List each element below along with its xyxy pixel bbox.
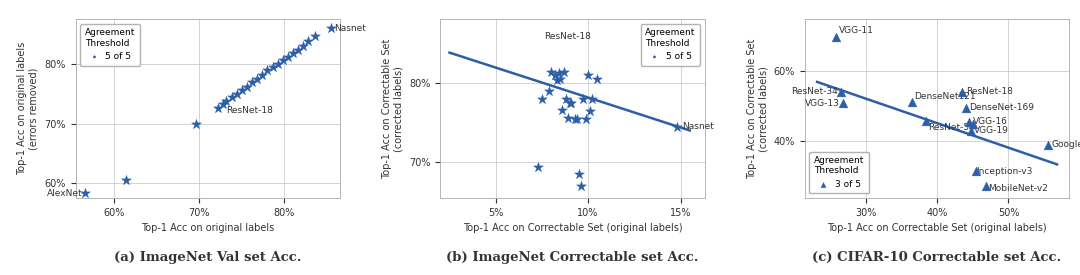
Point: [323, 26, 340, 31]
Text: Inception-v3: Inception-v3: [976, 167, 1032, 176]
Point: [962, 128, 980, 133]
Point: [557, 97, 575, 101]
Point: [284, 51, 301, 56]
Point: [529, 165, 546, 169]
Point: [233, 87, 251, 92]
Point: [581, 108, 598, 113]
Point: [77, 191, 94, 196]
Text: DenseNet121: DenseNet121: [914, 92, 976, 101]
Legend: 3 of 5: 3 of 5: [809, 152, 869, 194]
Text: DenseNet-169: DenseNet-169: [969, 103, 1035, 112]
Point: [542, 70, 559, 75]
Text: (a) ImageNet Val set Acc.: (a) ImageNet Val set Acc.: [114, 251, 301, 264]
Text: (c) CIFAR-10 Correctable set Acc.: (c) CIFAR-10 Correctable set Acc.: [812, 251, 1062, 264]
Point: [280, 54, 297, 59]
Point: [295, 44, 312, 48]
Point: [559, 116, 577, 120]
Point: [254, 73, 271, 77]
Point: [954, 90, 971, 94]
Point: [669, 124, 686, 129]
Point: [968, 169, 985, 174]
Y-axis label: Top-1 Acc on Correctable Set
(corrected labels): Top-1 Acc on Correctable Set (corrected …: [382, 39, 404, 179]
Point: [904, 100, 921, 104]
Point: [1039, 143, 1056, 147]
Point: [274, 57, 292, 62]
Point: [957, 106, 974, 110]
Point: [563, 100, 580, 105]
X-axis label: Top-1 Acc on original labels: Top-1 Acc on original labels: [141, 223, 274, 233]
Legend: 5 of 5: 5 of 5: [80, 24, 139, 66]
Point: [977, 183, 995, 188]
Point: [239, 84, 256, 89]
Text: ResNet-50: ResNet-50: [929, 123, 975, 132]
Text: Nasnet: Nasnet: [334, 24, 366, 33]
Y-axis label: Top-1 Acc on original labels
(errors removed): Top-1 Acc on original labels (errors rem…: [17, 42, 39, 175]
Point: [546, 73, 564, 77]
Point: [248, 77, 266, 81]
Point: [573, 97, 591, 101]
Point: [228, 92, 245, 96]
Point: [827, 35, 845, 39]
Point: [561, 100, 578, 105]
Legend: 5 of 5: 5 of 5: [640, 24, 700, 66]
Point: [541, 89, 558, 93]
Point: [918, 119, 935, 123]
Point: [567, 116, 584, 121]
X-axis label: Top-1 Acc on Correctable Set (original labels): Top-1 Acc on Correctable Set (original l…: [462, 223, 683, 233]
Text: VGG-19: VGG-19: [974, 126, 1009, 135]
Point: [218, 99, 235, 103]
Point: [210, 106, 227, 110]
Point: [264, 65, 281, 69]
Point: [568, 116, 585, 121]
Point: [550, 71, 567, 75]
Point: [554, 108, 571, 112]
Point: [118, 178, 135, 182]
Y-axis label: Top-1 Acc on Correctable Set
(corrected labels): Top-1 Acc on Correctable Set (corrected …: [746, 39, 768, 179]
Point: [187, 121, 204, 126]
Text: ResNet-18: ResNet-18: [226, 106, 272, 115]
Text: ResNet-18: ResNet-18: [543, 32, 591, 41]
Point: [259, 68, 276, 73]
Point: [583, 97, 600, 101]
Point: [534, 97, 551, 101]
Point: [832, 90, 849, 94]
Point: [578, 116, 595, 121]
Point: [834, 101, 851, 105]
Text: VGG-13: VGG-13: [805, 99, 840, 108]
Point: [215, 102, 232, 106]
Point: [299, 39, 316, 43]
Point: [548, 78, 565, 82]
Point: [580, 73, 597, 77]
Text: ResNet-34: ResNet-34: [791, 87, 838, 96]
Text: VGG-16: VGG-16: [973, 117, 1008, 126]
Point: [552, 77, 569, 81]
Text: VGG-11: VGG-11: [838, 26, 874, 35]
X-axis label: Top-1 Acc on Correctable Set (original labels): Top-1 Acc on Correctable Set (original l…: [827, 223, 1047, 233]
Point: [589, 77, 606, 81]
Point: [307, 34, 324, 38]
Point: [243, 80, 260, 85]
Text: GoogleNet: GoogleNet: [1051, 141, 1080, 149]
Text: Nasnet: Nasnet: [683, 122, 714, 131]
Point: [222, 95, 240, 100]
Point: [289, 48, 307, 52]
Point: [964, 122, 982, 127]
Point: [269, 62, 286, 66]
Text: AlexNet: AlexNet: [46, 189, 82, 198]
Point: [960, 120, 977, 124]
Text: (b) ImageNet Correctable set Acc.: (b) ImageNet Correctable set Acc.: [446, 251, 699, 264]
Point: [572, 184, 590, 188]
Text: ResNet-18: ResNet-18: [966, 87, 1013, 96]
Point: [555, 70, 572, 75]
Point: [570, 172, 588, 176]
Text: MobileNet-v2: MobileNet-v2: [988, 184, 1049, 193]
